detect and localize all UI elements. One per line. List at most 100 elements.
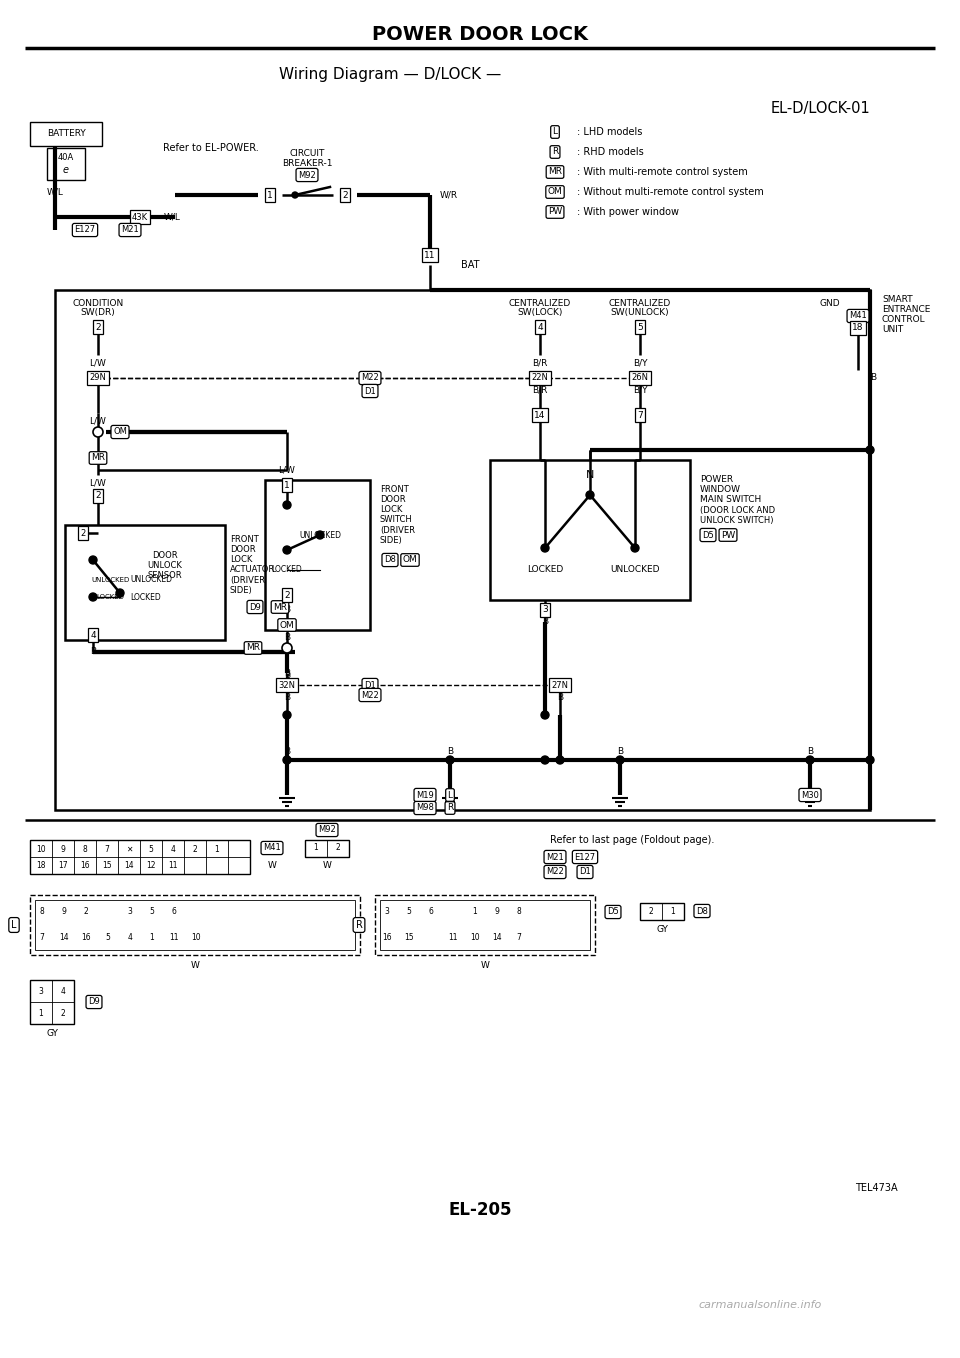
Text: 3: 3 — [128, 907, 132, 917]
Bar — [55, 291, 870, 809]
Text: OM: OM — [279, 621, 295, 630]
Text: 14: 14 — [60, 933, 69, 942]
Text: 40A: 40A — [58, 153, 74, 163]
Text: EL-205: EL-205 — [448, 1200, 512, 1219]
Text: OM: OM — [402, 555, 418, 565]
Text: 22N: 22N — [532, 373, 548, 383]
Bar — [47, 148, 85, 181]
Text: 7: 7 — [516, 933, 521, 942]
Text: 2: 2 — [95, 322, 101, 331]
Text: 29N: 29N — [89, 373, 107, 383]
Text: 15: 15 — [102, 861, 111, 870]
Text: MR: MR — [91, 454, 105, 463]
Circle shape — [282, 642, 292, 653]
Text: 11: 11 — [424, 250, 436, 259]
Circle shape — [283, 712, 291, 718]
Text: 2: 2 — [342, 190, 348, 200]
Text: FRONT: FRONT — [380, 486, 409, 494]
Text: : RHD models: : RHD models — [577, 147, 644, 158]
Text: LOCK: LOCK — [230, 555, 252, 565]
Circle shape — [866, 756, 874, 765]
Bar — [640, 903, 684, 919]
Text: MAIN SWITCH: MAIN SWITCH — [700, 496, 761, 505]
Text: LOCKED: LOCKED — [96, 593, 124, 600]
Bar — [380, 900, 590, 951]
Bar — [65, 526, 225, 640]
Text: SW(DR): SW(DR) — [81, 308, 115, 318]
Text: E127: E127 — [574, 853, 595, 861]
Text: 1: 1 — [284, 481, 290, 489]
Text: 1: 1 — [472, 907, 477, 917]
Text: OM: OM — [547, 187, 563, 197]
Text: 2: 2 — [60, 1009, 65, 1017]
Circle shape — [116, 589, 124, 598]
Text: 7: 7 — [105, 845, 109, 853]
Circle shape — [283, 756, 291, 765]
Text: CONTROL: CONTROL — [882, 315, 925, 325]
Bar — [490, 460, 690, 600]
Text: N: N — [586, 470, 594, 479]
Text: B: B — [284, 606, 290, 615]
Text: GY: GY — [46, 1029, 58, 1039]
Text: DOOR: DOOR — [153, 550, 178, 559]
Text: BREAKER-1: BREAKER-1 — [281, 159, 332, 167]
Text: 4: 4 — [171, 845, 176, 853]
Text: UNLOCKED: UNLOCKED — [611, 565, 660, 574]
Text: LOCKED: LOCKED — [527, 565, 564, 574]
Text: B: B — [542, 618, 548, 626]
Text: 11: 11 — [168, 861, 178, 870]
Text: Wiring Diagram — D/LOCK —: Wiring Diagram — D/LOCK — — [278, 68, 501, 83]
Text: e: e — [63, 166, 69, 175]
Text: GND: GND — [820, 299, 840, 307]
Text: 10: 10 — [36, 845, 46, 853]
Text: 16: 16 — [81, 861, 90, 870]
Text: TEL473A: TEL473A — [855, 1183, 898, 1192]
Text: CIRCUIT: CIRCUIT — [289, 148, 324, 158]
Text: M22: M22 — [546, 868, 564, 876]
Text: M92: M92 — [299, 171, 316, 179]
Text: POWER: POWER — [700, 475, 733, 485]
Text: 2: 2 — [95, 492, 101, 501]
Text: MR: MR — [246, 644, 260, 652]
Text: WINDOW: WINDOW — [700, 486, 741, 494]
Text: PW: PW — [721, 531, 735, 539]
Text: 4: 4 — [128, 933, 132, 942]
Text: SW(UNLOCK): SW(UNLOCK) — [611, 308, 669, 318]
Text: UNLOCK: UNLOCK — [148, 561, 182, 569]
Text: 32N: 32N — [278, 680, 296, 690]
Text: D1: D1 — [364, 680, 376, 690]
Circle shape — [283, 546, 291, 554]
Text: UNIT: UNIT — [882, 326, 903, 334]
Text: W: W — [481, 960, 490, 970]
Text: 9: 9 — [61, 907, 66, 917]
Circle shape — [541, 545, 549, 551]
Text: M41: M41 — [263, 843, 281, 853]
Text: : LHD models: : LHD models — [577, 128, 642, 137]
Text: : Without multi-remote control system: : Without multi-remote control system — [577, 187, 764, 197]
Text: CENTRALIZED: CENTRALIZED — [509, 299, 571, 307]
Text: L/W: L/W — [278, 466, 296, 474]
Text: 1: 1 — [215, 845, 220, 853]
Text: 3: 3 — [542, 606, 548, 615]
Text: Refer to last page (Foldout page).: Refer to last page (Foldout page). — [550, 835, 714, 845]
Circle shape — [446, 756, 454, 765]
Text: D9: D9 — [250, 603, 261, 611]
Text: SIDE): SIDE) — [230, 585, 252, 595]
Text: PW: PW — [548, 208, 563, 216]
Text: 18: 18 — [852, 323, 864, 333]
Text: 14: 14 — [535, 410, 545, 420]
Text: B/R: B/R — [532, 386, 548, 395]
Text: L: L — [447, 790, 452, 800]
Text: 11: 11 — [448, 933, 458, 942]
Text: 6: 6 — [428, 907, 433, 917]
Text: M21: M21 — [546, 853, 564, 861]
Text: SWITCH: SWITCH — [380, 516, 413, 524]
Bar — [30, 980, 74, 1024]
Text: 8: 8 — [39, 907, 44, 917]
Text: 5: 5 — [149, 845, 154, 853]
Text: D9: D9 — [88, 998, 100, 1006]
Text: B: B — [284, 694, 290, 702]
Text: POWER DOOR LOCK: POWER DOOR LOCK — [372, 26, 588, 45]
Text: 9: 9 — [494, 907, 499, 917]
Text: FRONT: FRONT — [230, 535, 259, 545]
